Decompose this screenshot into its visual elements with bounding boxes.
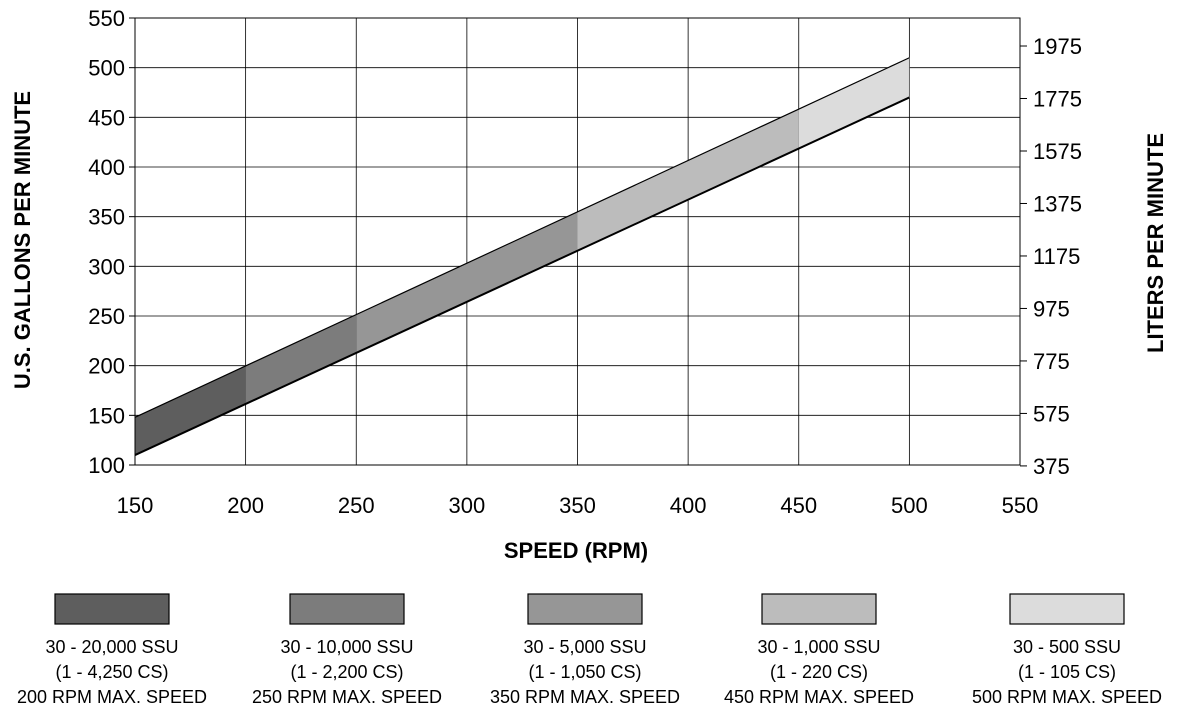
x-axis-ticks: 150 200 250 300 350 400 450 500 550 bbox=[117, 493, 1039, 518]
legend-label-line1: 30 - 5,000 SSU bbox=[523, 637, 646, 657]
legend-label-line3: 200 RPM MAX. SPEED bbox=[17, 687, 207, 707]
legend-label-line3: 450 RPM MAX. SPEED bbox=[724, 687, 914, 707]
y2-tick-label: 1975 bbox=[1033, 34, 1082, 59]
y2-tick-label: 1775 bbox=[1033, 87, 1082, 112]
legend-label-line2: (1 - 105 CS) bbox=[1018, 662, 1116, 682]
x-axis-title: SPEED (RPM) bbox=[504, 538, 648, 563]
legend-label-line2: (1 - 2,200 CS) bbox=[290, 662, 403, 682]
legend-label-line2: (1 - 4,250 CS) bbox=[55, 662, 168, 682]
legend-swatch-4 bbox=[761, 593, 877, 625]
legend-label-line3: 500 RPM MAX. SPEED bbox=[972, 687, 1162, 707]
legend-label-line3: 350 RPM MAX. SPEED bbox=[490, 687, 680, 707]
y2-tick-label: 975 bbox=[1033, 296, 1070, 321]
band-segment-1 bbox=[135, 365, 246, 456]
band-segment-2 bbox=[245, 314, 357, 404]
y2-tick-label: 1375 bbox=[1033, 191, 1082, 216]
legend-swatch-2 bbox=[289, 593, 405, 625]
legend-label-line3: 250 RPM MAX. SPEED bbox=[252, 687, 442, 707]
plot-frame bbox=[134, 17, 1021, 466]
y-tick-label: 400 bbox=[88, 155, 125, 180]
y-axis-ticks: 100 150 200 250 300 350 400 450 500 550 bbox=[88, 6, 135, 478]
x-tick-label: 300 bbox=[449, 493, 486, 518]
legend-swatch-5 bbox=[1009, 593, 1125, 625]
x-tick-label: 550 bbox=[1002, 493, 1039, 518]
band-lower-line bbox=[134, 96, 910, 456]
x-tick-label: 150 bbox=[117, 493, 154, 518]
legend-label-line1: 30 - 10,000 SSU bbox=[280, 637, 413, 657]
y-tick-label: 100 bbox=[88, 453, 125, 478]
x-tick-label: 400 bbox=[670, 493, 707, 518]
legend-swatch-1 bbox=[54, 593, 170, 625]
y2-axis-title: LITERS PER MINUTE bbox=[1143, 133, 1168, 353]
band-segment-4 bbox=[577, 109, 799, 251]
legend: 30 - 20,000 SSU (1 - 4,250 CS) 200 RPM MAX… bbox=[17, 593, 1162, 707]
band-segment-3 bbox=[356, 211, 578, 353]
y-tick-label: 350 bbox=[88, 205, 125, 230]
y2-tick-label: 375 bbox=[1033, 454, 1070, 479]
x-tick-label: 350 bbox=[559, 493, 596, 518]
band-area bbox=[134, 57, 910, 456]
legend-label-line2: (1 - 220 CS) bbox=[770, 662, 868, 682]
x-tick-label: 500 bbox=[891, 493, 928, 518]
y-tick-label: 450 bbox=[88, 105, 125, 130]
y2-tick-label: 775 bbox=[1033, 349, 1070, 374]
y2-tick-label: 1575 bbox=[1033, 139, 1082, 164]
legend-label-line1: 30 - 500 SSU bbox=[1013, 637, 1121, 657]
y2-axis-ticks: 375 575 775 975 1175 1375 1575 1775 1975 bbox=[1020, 34, 1082, 479]
y-tick-label: 200 bbox=[88, 354, 125, 379]
y2-tick-label: 575 bbox=[1033, 401, 1070, 426]
y2-tick-label: 1175 bbox=[1033, 244, 1080, 269]
x-tick-label: 250 bbox=[338, 493, 375, 518]
band-segment-5 bbox=[798, 57, 910, 149]
x-tick-label: 450 bbox=[780, 493, 817, 518]
legend-swatch-3 bbox=[527, 593, 643, 625]
y-tick-label: 500 bbox=[88, 56, 125, 81]
y-tick-label: 550 bbox=[88, 6, 125, 31]
y-tick-label: 250 bbox=[88, 304, 125, 329]
y-tick-label: 150 bbox=[88, 403, 125, 428]
y-axis-title: U.S. GALLONS PER MINUTE bbox=[10, 91, 35, 389]
y-tick-label: 300 bbox=[88, 254, 125, 279]
legend-label-line1: 30 - 1,000 SSU bbox=[757, 637, 880, 657]
legend-label-line1: 30 - 20,000 SSU bbox=[45, 637, 178, 657]
legend-label-line2: (1 - 1,050 CS) bbox=[528, 662, 641, 682]
band-upper-line bbox=[134, 57, 910, 418]
x-tick-label: 200 bbox=[227, 493, 264, 518]
